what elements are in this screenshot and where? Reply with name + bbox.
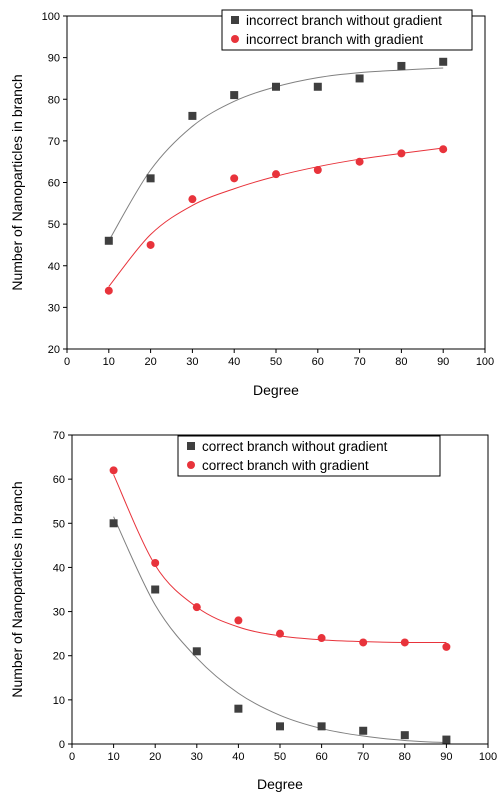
x-tick-label: 80 <box>395 356 407 368</box>
legend-label: correct branch with gradient <box>202 458 369 473</box>
data-point <box>397 62 405 70</box>
legend-marker <box>187 442 195 450</box>
x-tick-label: 80 <box>399 751 411 763</box>
data-point <box>188 195 196 203</box>
legend-label: incorrect branch without gradient <box>246 13 442 28</box>
y-tick-label: 60 <box>48 178 60 190</box>
data-point <box>356 158 364 166</box>
x-axis-title: Degree <box>257 776 303 792</box>
legend-label: correct branch without gradient <box>202 439 388 454</box>
y-tick-label: 100 <box>42 11 60 23</box>
data-point <box>318 722 326 730</box>
x-tick-label: 70 <box>357 751 369 763</box>
plot-frame <box>67 16 485 349</box>
data-point <box>110 466 118 474</box>
plot-frame <box>72 435 488 744</box>
y-tick-label: 30 <box>48 302 60 314</box>
data-point <box>356 74 364 82</box>
data-point <box>397 149 405 157</box>
data-point <box>234 705 242 713</box>
data-point <box>230 174 238 182</box>
chart-1: 0 10 20 30 40 50 60 70 80 90 100 20 30 40 50 60 70 80 90 10… <box>9 10 494 398</box>
y-tick-label: 60 <box>53 474 65 486</box>
data-point <box>234 616 242 624</box>
x-tick-label: 50 <box>270 356 282 368</box>
y-axis-title: Number of Nanoparticles in branch <box>9 481 25 697</box>
y-tick-label: 40 <box>53 562 65 574</box>
data-point <box>439 58 447 66</box>
data-point <box>314 166 322 174</box>
y-tick-label: 20 <box>48 344 60 356</box>
x-tick-label: 100 <box>476 356 494 368</box>
x-tick-label: 40 <box>228 356 240 368</box>
data-point <box>193 603 201 611</box>
x-tick-label: 90 <box>440 751 452 763</box>
data-point <box>314 83 322 91</box>
y-tick-label: 90 <box>48 53 60 65</box>
y-tick-label: 50 <box>48 219 60 231</box>
x-tick-label: 0 <box>64 356 70 368</box>
data-point <box>193 647 201 655</box>
data-point <box>105 287 113 295</box>
y-tick-label: 70 <box>53 430 65 442</box>
x-tick-label: 30 <box>191 751 203 763</box>
data-point <box>105 237 113 245</box>
data-point <box>272 83 280 91</box>
legend-marker <box>231 35 239 43</box>
x-tick-label: 100 <box>479 751 497 763</box>
y-axis-title: Number of Nanoparticles in branch <box>9 74 25 290</box>
x-tick-label: 40 <box>232 751 244 763</box>
y-tick-label: 0 <box>59 739 65 751</box>
data-point <box>147 174 155 182</box>
data-point <box>318 634 326 642</box>
fit-curve-2 <box>109 148 443 287</box>
data-point <box>442 643 450 651</box>
data-point <box>401 731 409 739</box>
data-point <box>147 241 155 249</box>
y-tick-label: 40 <box>48 261 60 273</box>
y-tick-label: 20 <box>53 651 65 663</box>
y-tick-label: 50 <box>53 518 65 530</box>
data-point <box>359 638 367 646</box>
legend-marker <box>187 461 195 469</box>
legend-marker <box>231 16 239 24</box>
data-point <box>276 630 284 638</box>
data-point <box>359 727 367 735</box>
x-tick-label: 30 <box>186 356 198 368</box>
y-tick-label: 80 <box>48 94 60 106</box>
data-point <box>188 112 196 120</box>
x-tick-label: 10 <box>107 751 119 763</box>
x-tick-label: 20 <box>144 356 156 368</box>
x-tick-label: 10 <box>103 356 115 368</box>
data-point <box>401 638 409 646</box>
data-point <box>439 145 447 153</box>
x-tick-label: 20 <box>149 751 161 763</box>
y-tick-label: 30 <box>53 607 65 619</box>
data-point <box>272 170 280 178</box>
y-tick-label: 10 <box>53 695 65 707</box>
data-point <box>151 559 159 567</box>
data-point <box>110 519 118 527</box>
x-tick-label: 60 <box>315 751 327 763</box>
data-point <box>442 736 450 744</box>
x-tick-label: 90 <box>437 356 449 368</box>
x-tick-label: 0 <box>69 751 75 763</box>
x-tick-label: 50 <box>274 751 286 763</box>
x-tick-label: 70 <box>353 356 365 368</box>
data-point <box>151 586 159 594</box>
data-point <box>230 91 238 99</box>
legend-label: incorrect branch with gradient <box>246 32 423 47</box>
x-tick-label: 60 <box>312 356 324 368</box>
data-point <box>276 722 284 730</box>
y-tick-label: 70 <box>48 136 60 148</box>
chart-2: 0 10 20 30 40 50 60 70 80 90 100 0 10 20 30 40 50 60 70 Deg… <box>9 430 497 792</box>
x-axis-title: Degree <box>253 382 299 398</box>
